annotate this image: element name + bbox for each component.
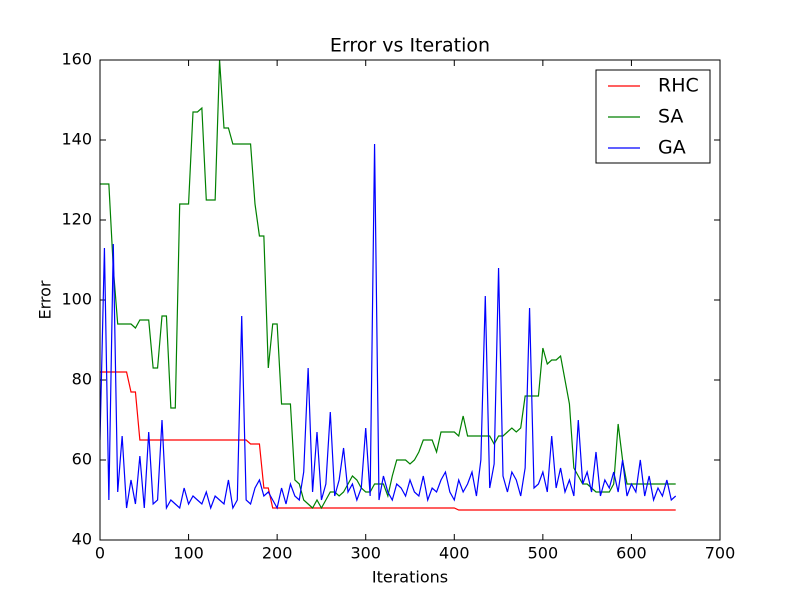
x-tick-label: 100 — [173, 544, 204, 563]
x-tick-label: 200 — [262, 544, 293, 563]
legend-label: SA — [658, 106, 683, 128]
y-tick-label: 40 — [72, 530, 92, 549]
series-line — [100, 371, 676, 511]
x-tick-label: 700 — [705, 544, 736, 563]
chart-title: Error vs Iteration — [330, 35, 490, 57]
y-tick-label: 60 — [72, 450, 92, 469]
x-tick-label: 300 — [350, 544, 381, 563]
y-tick-label: 120 — [61, 210, 92, 229]
legend-label: RHC — [658, 75, 699, 97]
series-line — [100, 60, 676, 510]
x-tick-label: 400 — [439, 544, 470, 563]
x-tick-label: 0 — [95, 544, 105, 563]
series-line — [100, 143, 677, 511]
x-axis-label: Iterations — [372, 568, 448, 587]
y-tick-label: 80 — [72, 370, 92, 389]
y-tick-label: 160 — [61, 50, 92, 69]
y-axis-label: Error — [36, 280, 55, 319]
y-tick-label: 140 — [61, 130, 92, 149]
x-tick-label: 600 — [616, 544, 647, 563]
y-tick-label: 100 — [61, 290, 92, 309]
legend-label: GA — [658, 137, 686, 159]
x-tick-label: 500 — [528, 544, 559, 563]
plot-frame — [99, 59, 721, 541]
